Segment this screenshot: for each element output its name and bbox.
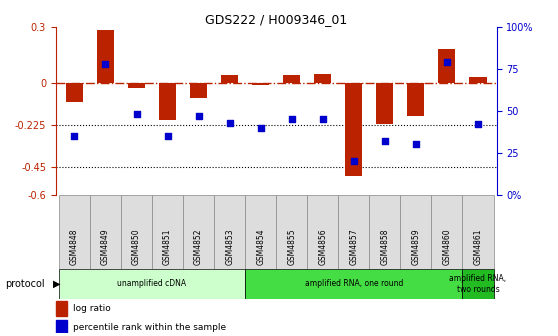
Bar — [338, 195, 369, 269]
Text: GSM4861: GSM4861 — [474, 228, 483, 265]
Text: protocol: protocol — [5, 279, 45, 289]
Text: GSM4850: GSM4850 — [132, 228, 141, 265]
Bar — [307, 195, 338, 269]
Bar — [214, 195, 245, 269]
Bar — [97, 30, 114, 83]
Bar — [401, 195, 431, 269]
Bar — [59, 269, 245, 299]
Text: amplified RNA, one round: amplified RNA, one round — [305, 280, 403, 288]
Text: GSM4855: GSM4855 — [287, 228, 296, 265]
Bar — [128, 83, 145, 88]
Text: percentile rank within the sample: percentile rank within the sample — [73, 323, 225, 332]
Bar — [431, 195, 463, 269]
Text: unamplified cDNA: unamplified cDNA — [118, 280, 186, 288]
Text: GSM4853: GSM4853 — [225, 228, 234, 265]
Bar — [121, 195, 152, 269]
Bar — [283, 75, 300, 83]
Bar — [159, 83, 176, 120]
Bar — [469, 77, 487, 83]
Bar — [183, 195, 214, 269]
Point — [70, 133, 79, 139]
Point — [287, 117, 296, 122]
Text: GSM4860: GSM4860 — [442, 228, 451, 265]
Title: GDS222 / H009346_01: GDS222 / H009346_01 — [205, 13, 347, 26]
Bar — [439, 49, 455, 83]
Point — [318, 117, 327, 122]
Point — [442, 59, 451, 65]
Text: GSM4848: GSM4848 — [70, 228, 79, 265]
Point — [163, 133, 172, 139]
Point — [132, 112, 141, 117]
Bar — [407, 83, 425, 117]
Bar — [56, 301, 67, 316]
Bar — [245, 195, 276, 269]
Point — [256, 125, 265, 130]
Point — [474, 122, 483, 127]
Text: GSM4859: GSM4859 — [411, 228, 420, 265]
Bar — [59, 195, 90, 269]
Point — [411, 142, 420, 147]
Bar — [463, 195, 493, 269]
Point — [349, 159, 358, 164]
Bar — [221, 75, 238, 83]
Bar — [276, 195, 307, 269]
Text: GSM4849: GSM4849 — [101, 228, 110, 265]
Bar — [56, 320, 67, 335]
Bar — [376, 83, 393, 124]
Bar — [190, 83, 207, 98]
Text: GSM4851: GSM4851 — [163, 228, 172, 265]
Bar — [152, 195, 183, 269]
Bar — [345, 83, 362, 176]
Point — [381, 138, 389, 144]
Text: amplified RNA,
two rounds: amplified RNA, two rounds — [449, 274, 507, 294]
Text: ▶: ▶ — [53, 279, 60, 289]
Bar — [66, 83, 83, 101]
Point — [225, 120, 234, 125]
Bar — [314, 74, 331, 83]
Bar — [245, 269, 463, 299]
Point — [194, 113, 203, 119]
Bar — [369, 195, 401, 269]
Text: GSM4854: GSM4854 — [256, 228, 265, 265]
Text: GSM4852: GSM4852 — [194, 228, 203, 265]
Bar — [463, 269, 493, 299]
Text: GSM4856: GSM4856 — [318, 228, 328, 265]
Bar — [90, 195, 121, 269]
Text: log ratio: log ratio — [73, 304, 110, 313]
Bar — [252, 83, 269, 85]
Text: GSM4858: GSM4858 — [381, 228, 389, 265]
Text: GSM4857: GSM4857 — [349, 228, 358, 265]
Point — [101, 61, 110, 67]
